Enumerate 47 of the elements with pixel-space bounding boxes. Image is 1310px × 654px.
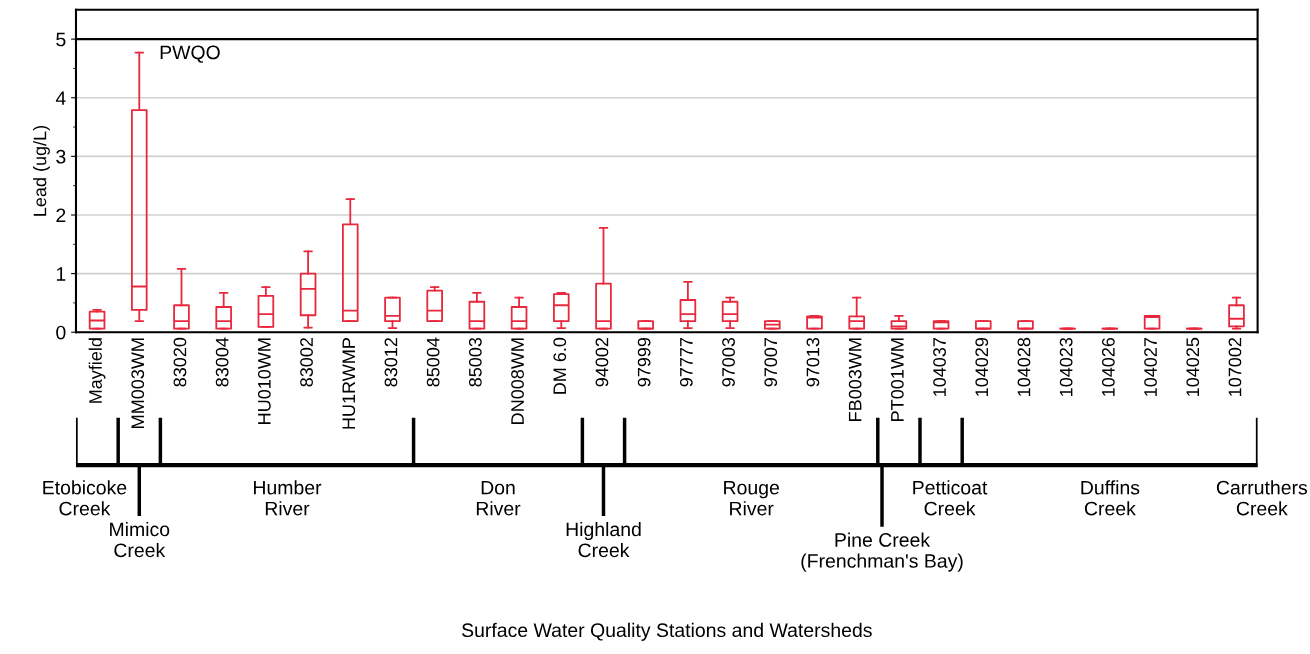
y-axis-title: Lead (ug/L) (33, 125, 50, 216)
x-tick-label: 104028 (1017, 337, 1031, 396)
x-tick-label: 83002 (300, 337, 313, 387)
y-tick-label: 0 (56, 325, 66, 340)
text: Surface Water Quality Stations and Watersheds (461, 622, 872, 641)
text: Pine Creek (Frenchman's Bay) (801, 532, 963, 572)
x-tick-label: FB003WM (848, 338, 862, 421)
x-tick-label: 97777 (679, 337, 693, 387)
text: Humber River (254, 480, 322, 516)
text: Etobicoke Creek (43, 480, 127, 516)
y-tick-label: 5 (56, 32, 66, 47)
text: Mimico Creek (110, 521, 170, 558)
x-tick-label: 97013 (806, 337, 820, 387)
x-tick-label: 104029 (975, 337, 989, 396)
text: Highland Creek (566, 521, 641, 558)
x-tick-label: 83012 (384, 337, 398, 387)
x-tick-label: 97007 (764, 337, 778, 387)
x-tick-label: 85004 (426, 337, 440, 387)
text: Carruthers Creek (1216, 480, 1308, 516)
x-tick-label: 104027 (1144, 337, 1157, 396)
text: Don River (476, 480, 521, 516)
text: Duffins Creek (1081, 480, 1140, 516)
text: Rouge River (724, 480, 779, 516)
x-tick-label: 83004 (215, 337, 229, 387)
x-tick-label: 104023 (1059, 337, 1073, 396)
x-tick-label: 104025 (1186, 337, 1200, 396)
y-tick-label: 3 (56, 149, 66, 164)
x-tick-label: DM 6.0 (553, 337, 567, 394)
x-tick-label: PT001WM (890, 338, 904, 421)
y-tick-label: 4 (55, 91, 66, 105)
x-tick-label: 107002 (1228, 337, 1242, 396)
x-tick-label: 104026 (1101, 337, 1115, 396)
x-tick-label: HU010WM (257, 338, 271, 424)
x-tick-label: DN008WM (511, 338, 524, 424)
y-tick-label: 2 (56, 208, 66, 223)
x-tick-label: 97999 (637, 337, 651, 387)
x-tick-label: 97003 (722, 337, 735, 387)
x-tick-label: Mayfield (88, 338, 106, 403)
x-tick-label: 85003 (468, 337, 482, 387)
text: Petticoat Creek (913, 480, 988, 516)
x-tick-label: 104037 (933, 337, 946, 396)
x-tick-label: MM003WM (131, 338, 145, 428)
x-tick-label: HU1RWMP (342, 338, 356, 429)
x-tick-label: 94002 (595, 337, 609, 387)
ref-line-label: PWQO (160, 45, 220, 63)
x-tick-label: 83020 (173, 337, 187, 387)
y-tick-label: 1 (56, 267, 66, 281)
